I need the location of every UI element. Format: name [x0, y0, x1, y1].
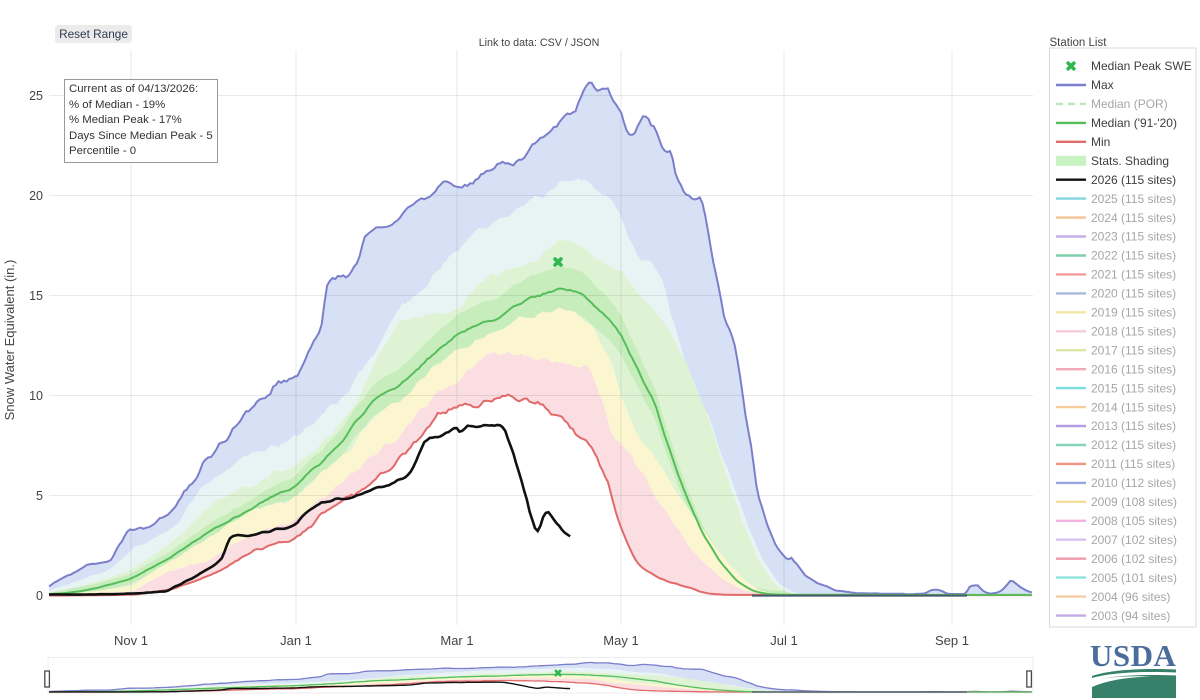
- svg-text:2023 (115 sites): 2023 (115 sites): [1091, 230, 1176, 244]
- svg-text:2003 (94 sites): 2003 (94 sites): [1091, 609, 1170, 623]
- svg-text:2017 (115 sites): 2017 (115 sites): [1091, 343, 1176, 357]
- svg-text:2014 (115 sites): 2014 (115 sites): [1091, 400, 1176, 414]
- svg-text:Stats. Shading: Stats. Shading: [1091, 154, 1169, 168]
- svg-text:Mar 1: Mar 1: [440, 633, 473, 648]
- svg-text:Jul 1: Jul 1: [770, 633, 797, 648]
- svg-text:Max: Max: [1091, 78, 1114, 92]
- svg-text:2004 (96 sites): 2004 (96 sites): [1091, 590, 1170, 604]
- svg-text:2024 (115 sites): 2024 (115 sites): [1091, 211, 1176, 225]
- svg-text:2026 (115 sites): 2026 (115 sites): [1091, 173, 1176, 187]
- svg-text:2021 (115 sites): 2021 (115 sites): [1091, 268, 1176, 282]
- svg-text:Median ('91-'20): Median ('91-'20): [1091, 116, 1177, 130]
- svg-text:2020 (115 sites): 2020 (115 sites): [1091, 287, 1176, 301]
- svg-text:2007 (102 sites): 2007 (102 sites): [1091, 533, 1177, 547]
- svg-text:Nov 1: Nov 1: [114, 633, 148, 648]
- svg-text:15: 15: [29, 289, 43, 303]
- svg-text:2010 (112 sites): 2010 (112 sites): [1091, 476, 1176, 490]
- svg-text:Sep 1: Sep 1: [935, 633, 969, 648]
- svg-text:0: 0: [36, 589, 43, 603]
- svg-text:2006 (102 sites): 2006 (102 sites): [1091, 552, 1177, 566]
- svg-text:5: 5: [36, 489, 43, 503]
- svg-text:Jan 1: Jan 1: [280, 633, 312, 648]
- svg-text:2008 (105 sites): 2008 (105 sites): [1091, 514, 1177, 528]
- svg-text:Station List: Station List: [1050, 37, 1108, 49]
- svg-text:Link to data: CSV / JSON: Link to data: CSV / JSON: [479, 37, 600, 49]
- svg-text:USDA: USDA: [1090, 638, 1177, 673]
- svg-text:2005 (101 sites): 2005 (101 sites): [1091, 571, 1177, 585]
- svg-text:2019 (115 sites): 2019 (115 sites): [1091, 306, 1176, 320]
- svg-text:2013 (115 sites): 2013 (115 sites): [1091, 419, 1176, 433]
- svg-text:25: 25: [29, 89, 43, 103]
- svg-text:2022 (115 sites): 2022 (115 sites): [1091, 249, 1176, 263]
- svg-text:2018 (115 sites): 2018 (115 sites): [1091, 325, 1176, 339]
- svg-text:2012 (115 sites): 2012 (115 sites): [1091, 438, 1176, 452]
- svg-text:2016 (115 sites): 2016 (115 sites): [1091, 362, 1176, 376]
- svg-text:2009 (108 sites): 2009 (108 sites): [1091, 495, 1177, 509]
- svg-text:May 1: May 1: [603, 633, 638, 648]
- svg-text:Min: Min: [1091, 135, 1110, 149]
- svg-text:Median Peak SWE: Median Peak SWE: [1091, 59, 1192, 73]
- svg-text:2011 (115 sites): 2011 (115 sites): [1091, 457, 1175, 471]
- svg-text:Snow Water Equivalent (in.): Snow Water Equivalent (in.): [2, 260, 17, 421]
- svg-text:10: 10: [29, 389, 43, 403]
- svg-text:Median (POR): Median (POR): [1091, 97, 1168, 111]
- svg-text:2015 (115 sites): 2015 (115 sites): [1091, 381, 1176, 395]
- svg-text:2025 (115 sites): 2025 (115 sites): [1091, 192, 1176, 206]
- svg-text:20: 20: [29, 189, 43, 203]
